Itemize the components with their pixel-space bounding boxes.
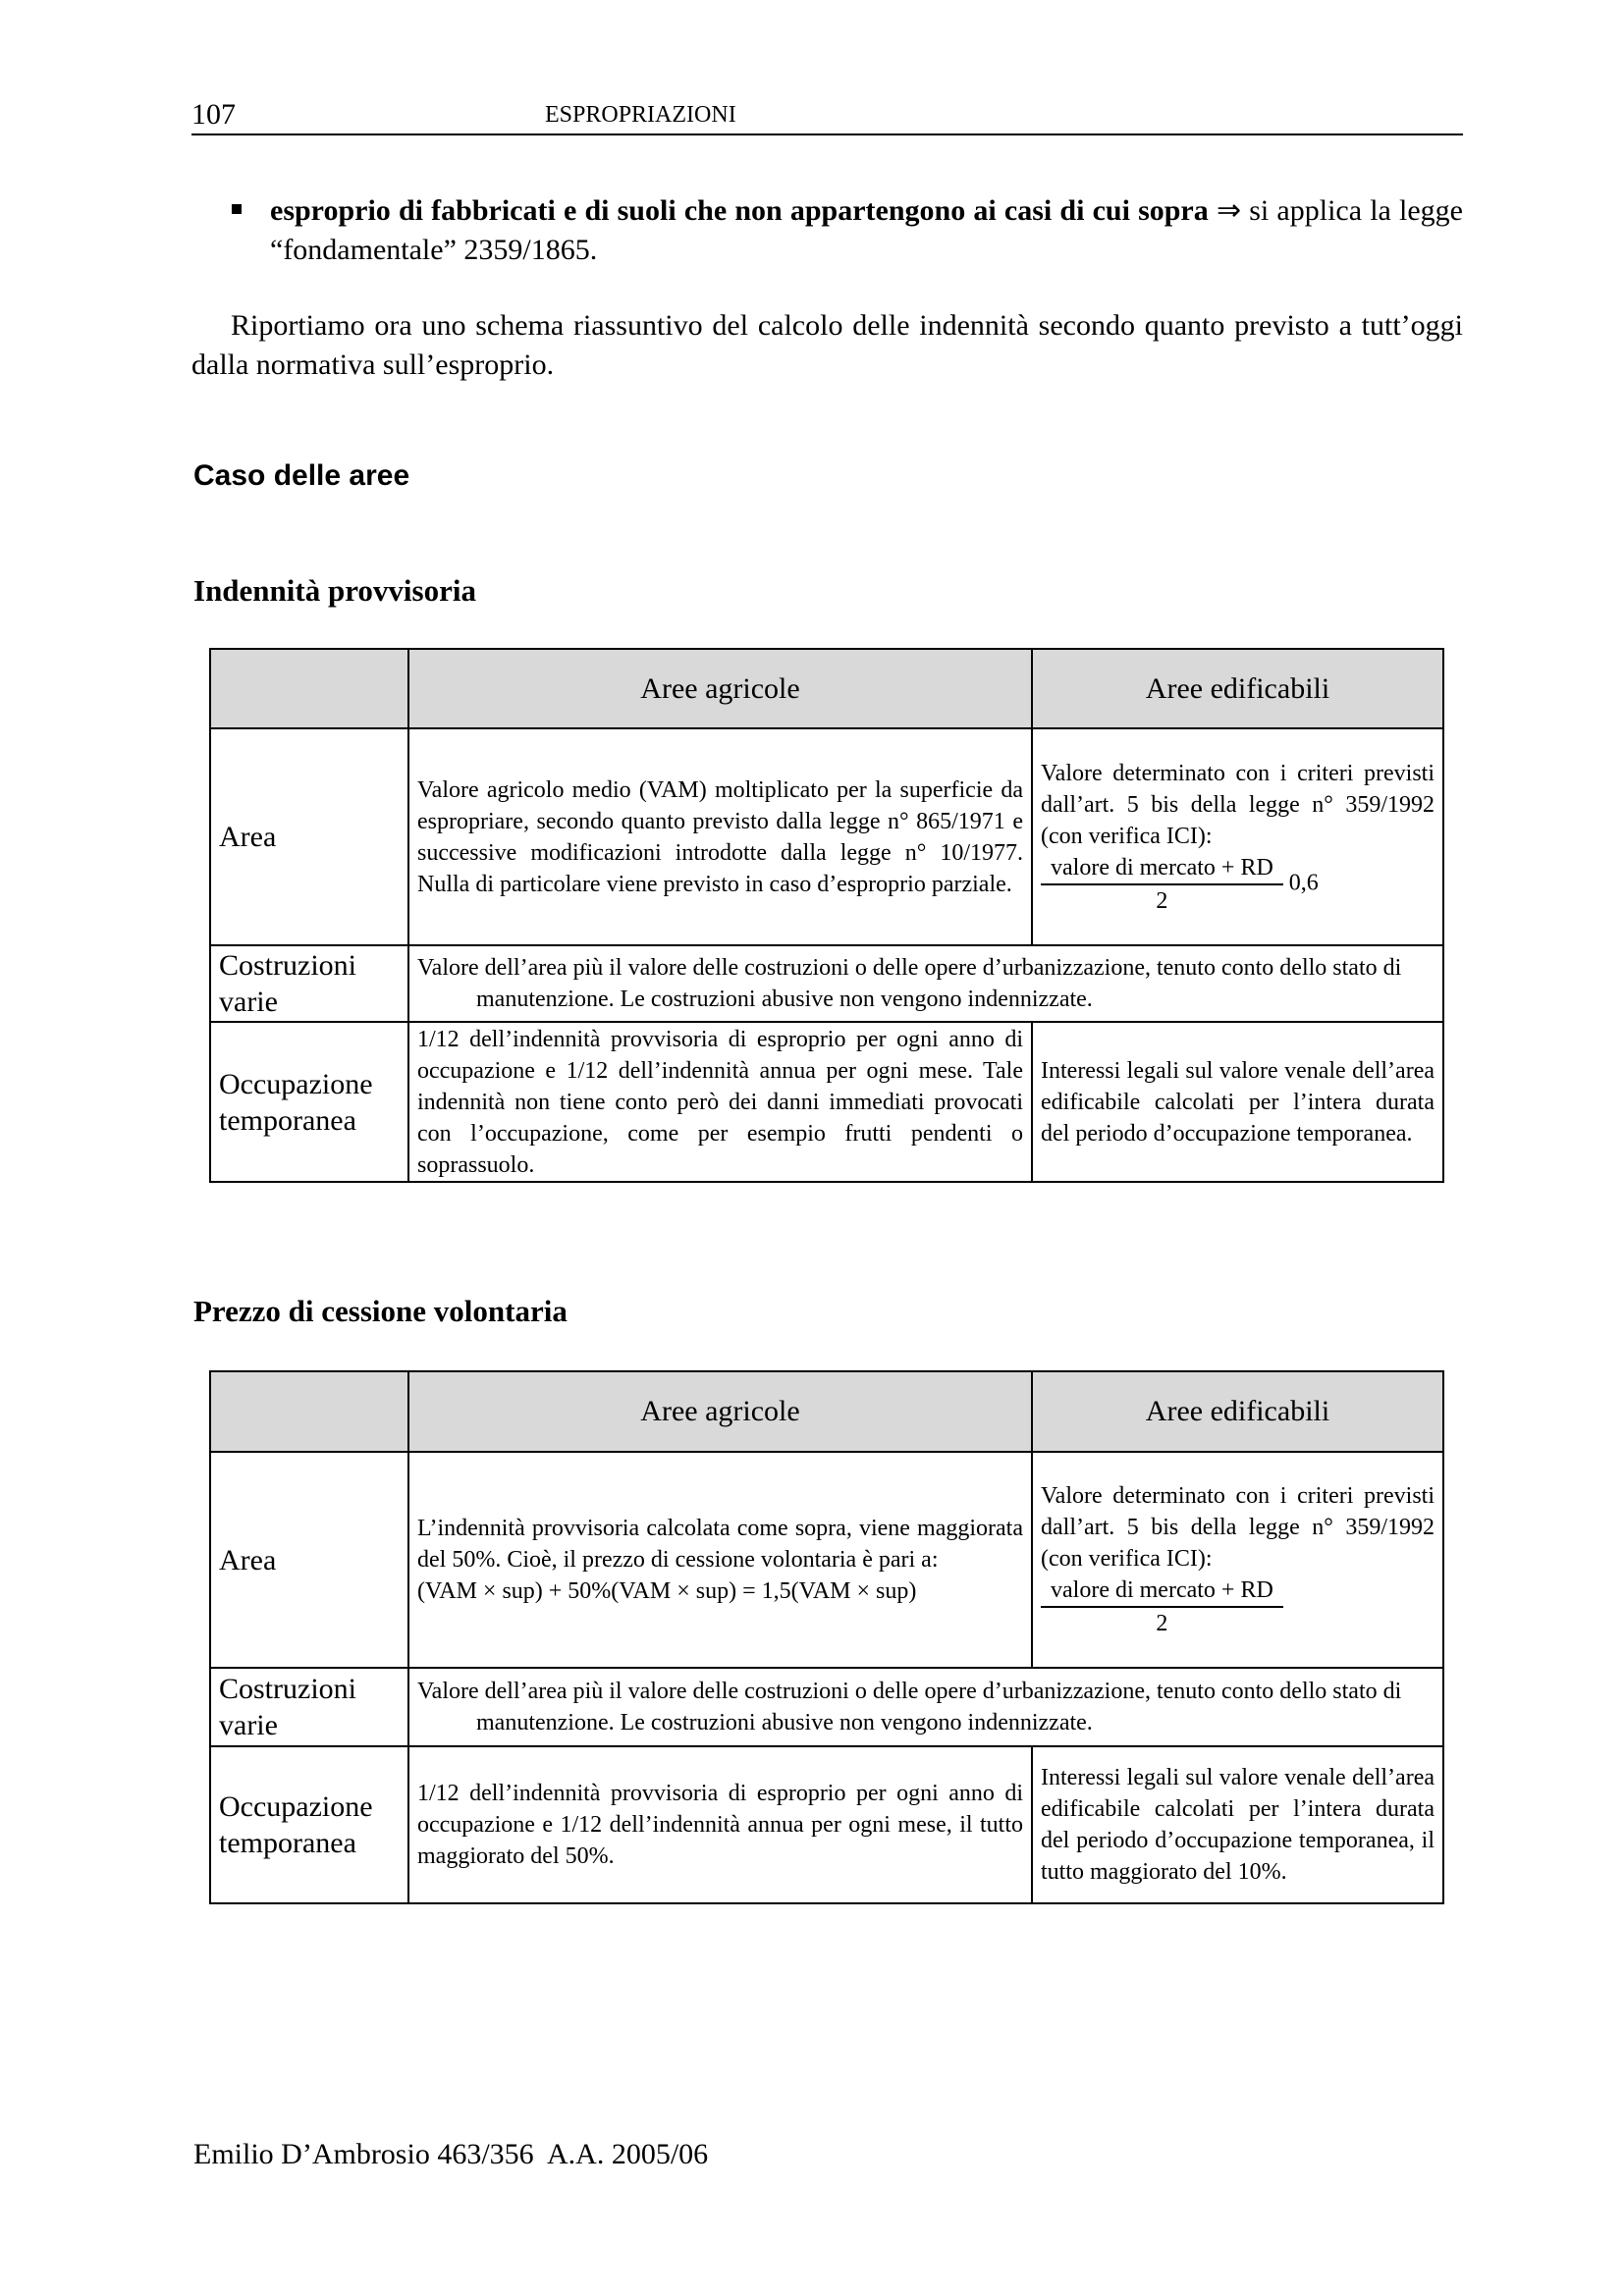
cell-edificabili: Valore determinato con i criteri previst…: [1031, 727, 1444, 946]
table1-heading: Indennità provvisoria: [193, 573, 476, 608]
cell-edificabili: Valore determinato con i criteri previst…: [1031, 1451, 1444, 1669]
table-indennita-provvisoria: Aree agricole Aree edificabili Area Valor…: [209, 648, 1444, 1183]
cell-text: L’indennità provvisoria calcolata come s…: [417, 1516, 1023, 1573]
cell-text: Valore determinato con i criteri previst…: [1041, 1483, 1435, 1572]
formula: (VAM × sup) + 50%(VAM × sup) = 1,5(VAM ×…: [417, 1578, 917, 1604]
arrow-icon: ⇒: [1216, 194, 1242, 227]
header-rule: [191, 133, 1463, 135]
cell-edificabili: Interessi legali sul valore venale dell’…: [1031, 1745, 1444, 1904]
row-label: Area: [209, 1451, 409, 1669]
row-label: Occupazione temporanea: [209, 1745, 409, 1904]
running-title: ESPROPRIAZIONI: [545, 102, 736, 128]
cell-edificabili: Interessi legali sul valore venale dell’…: [1031, 1021, 1444, 1183]
numerator: valore di mercato + RD: [1041, 852, 1283, 885]
intro-paragraph: Riportiamo ora uno schema riassuntivo de…: [191, 309, 1463, 381]
section-heading: Caso delle aree: [193, 459, 410, 492]
row-label: Costruzioni varie: [209, 1667, 409, 1747]
cell-agricole: 1/12 dell’indennità provvisoria di espro…: [407, 1745, 1033, 1904]
fraction: valore di mercato + RD 2: [1041, 1575, 1283, 1639]
table-row: Area L’indennità provvisoria calcolata c…: [209, 1451, 1444, 1669]
row-label: Occupazione temporanea: [209, 1021, 409, 1183]
row-label: Costruzioni varie: [209, 944, 409, 1023]
bullet-item: esproprio di fabbricati e di suoli che n…: [270, 191, 1463, 270]
factor: 0,6: [1288, 870, 1319, 896]
denominator: 2: [1156, 887, 1168, 914]
fraction: valore di mercato + RD 2: [1041, 852, 1283, 917]
table-row: Costruzioni varie Valore dell’area più i…: [209, 1667, 1444, 1747]
col-header: Aree edificabili: [1031, 1370, 1444, 1453]
footer: Emilio D’Ambrosio 463/356 A.A. 2005/06: [193, 2138, 709, 2170]
cell-costruzioni: Valore dell’area più il valore delle cos…: [407, 1667, 1444, 1747]
row-label: Area: [209, 727, 409, 946]
col-header: Aree agricole: [407, 1370, 1033, 1453]
cell-agricole: L’indennità provvisoria calcolata come s…: [407, 1451, 1033, 1669]
table-row: Costruzioni varie Valore dell’area più i…: [209, 944, 1444, 1023]
col-header: Aree edificabili: [1031, 648, 1444, 729]
header-empty: [209, 1370, 409, 1453]
table-cessione-volontaria: Aree agricole Aree edificabili Area L’ind…: [209, 1370, 1444, 1904]
table2-heading: Prezzo di cessione volontaria: [193, 1294, 568, 1328]
cell-costruzioni: Valore dell’area più il valore delle cos…: [407, 944, 1444, 1023]
table-row: Occupazione temporanea 1/12 dell’indenni…: [209, 1745, 1444, 1904]
denominator: 2: [1156, 1611, 1168, 1636]
bullet-bold: esproprio di fabbricati e di suoli che n…: [270, 194, 1209, 227]
page-number: 107: [191, 98, 236, 131]
table-row: Occupazione temporanea 1/12 dell’indenni…: [209, 1021, 1444, 1183]
cell-agricole: Valore agricolo medio (VAM) moltiplicato…: [407, 727, 1033, 946]
cell-text: Valore determinato con i criteri previst…: [1041, 760, 1435, 849]
col-header: Aree agricole: [407, 648, 1033, 729]
header-empty: [209, 648, 409, 729]
table-row: Area Valore agricolo medio (VAM) moltipl…: [209, 727, 1444, 946]
cell-agricole: 1/12 dell’indennità provvisoria di espro…: [407, 1021, 1033, 1183]
bullet-text: si applica la legge “fondamentale” 2359/…: [270, 194, 1463, 266]
numerator: valore di mercato + RD: [1041, 1575, 1283, 1608]
bullet-icon: [232, 204, 242, 214]
